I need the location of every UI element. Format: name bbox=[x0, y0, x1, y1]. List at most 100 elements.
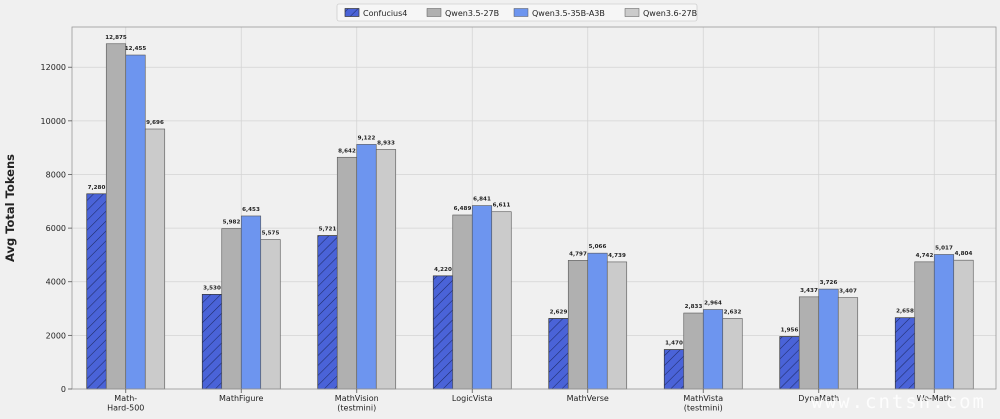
data-label-3-1: 5,575 bbox=[262, 231, 280, 237]
bar-hatch-0-1 bbox=[201, 294, 223, 390]
legend-swatch-hatch-0 bbox=[344, 8, 360, 17]
x-tick-label-line: DynaMath bbox=[798, 394, 839, 403]
x-tick-label-line: We-Math bbox=[917, 394, 952, 403]
x-tick-label-line: Math- bbox=[114, 394, 137, 403]
bar-hatch-0-4 bbox=[548, 318, 569, 390]
bar-hatch-0-5 bbox=[663, 349, 685, 390]
data-label-0-3: 4,220 bbox=[434, 267, 452, 273]
data-label-0-2: 5,721 bbox=[319, 227, 337, 233]
y-tick-label: 10000 bbox=[41, 117, 66, 126]
bar-2-7 bbox=[933, 254, 955, 390]
bar-2-4 bbox=[587, 252, 608, 390]
data-label-0-1: 3,530 bbox=[203, 285, 221, 291]
bar-1-2 bbox=[336, 156, 358, 390]
legend-swatch-3 bbox=[624, 8, 640, 17]
legend-label-1: Qwen3.5-27B bbox=[445, 9, 499, 18]
data-label-3-0: 9,696 bbox=[146, 120, 164, 126]
data-label-1-7: 4,742 bbox=[916, 253, 934, 259]
y-tick-label: 12000 bbox=[41, 63, 66, 72]
data-label-1-4: 4,797 bbox=[569, 251, 587, 257]
data-label-1-3: 6,489 bbox=[454, 206, 472, 212]
data-label-1-6: 3,437 bbox=[800, 288, 818, 294]
data-label-1-0: 12,875 bbox=[105, 35, 127, 41]
x-tick-label: Math-Hard-500 bbox=[107, 394, 144, 413]
bar-3-2 bbox=[375, 149, 397, 390]
bar-hatch-0-6 bbox=[779, 336, 800, 390]
plot-frame bbox=[71, 26, 997, 390]
bar-2-0 bbox=[125, 54, 146, 390]
data-label-3-5: 2,632 bbox=[724, 309, 742, 315]
bar-hatch-0-7 bbox=[894, 317, 916, 390]
y-axis-label: Avg Total Tokens bbox=[3, 154, 17, 262]
watermark: www.cntsh.com bbox=[811, 391, 986, 413]
data-label-3-3: 6,611 bbox=[493, 203, 511, 209]
x-tick-label: We-Math bbox=[917, 394, 952, 403]
y-tick-label: 4000 bbox=[46, 278, 66, 287]
bar-hatch-0-2 bbox=[317, 235, 338, 390]
data-label-2-1: 6,453 bbox=[242, 207, 260, 213]
bar-3-7 bbox=[953, 259, 974, 390]
data-label-0-6: 1,956 bbox=[781, 328, 799, 334]
bar-3-3 bbox=[491, 211, 512, 390]
x-tick-label: MathFigure bbox=[219, 394, 264, 403]
data-label-3-4: 4,739 bbox=[608, 253, 626, 259]
bar-3-4 bbox=[606, 261, 628, 390]
x-tick-label-line: MathFigure bbox=[219, 394, 264, 403]
data-label-3-7: 4,804 bbox=[955, 251, 973, 257]
bar-3-6 bbox=[837, 297, 859, 390]
data-label-0-7: 2,658 bbox=[896, 309, 914, 315]
bar-hatch-0-0 bbox=[86, 193, 107, 390]
data-label-2-7: 5,017 bbox=[935, 245, 953, 251]
legend-label-0: Confucius4 bbox=[363, 9, 407, 18]
x-tick-label: LogicVista bbox=[452, 394, 493, 403]
legend: Confucius4 Qwen3.5-27B Qwen3.5-35B-A3B Qwen… bbox=[336, 3, 698, 22]
bar-1-1 bbox=[221, 228, 242, 390]
data-label-0-0: 7,280 bbox=[88, 185, 106, 191]
bar-2-2 bbox=[356, 144, 377, 390]
bar-hatch-0-3 bbox=[432, 275, 454, 390]
bar-2-3 bbox=[471, 205, 493, 390]
data-label-0-5: 1,470 bbox=[665, 341, 683, 347]
bar-3-5 bbox=[722, 318, 743, 390]
bar-1-5 bbox=[683, 312, 704, 390]
bar-1-3 bbox=[452, 214, 473, 390]
x-tick-label-line: MathVision bbox=[335, 394, 379, 403]
data-label-2-0: 12,455 bbox=[125, 46, 147, 52]
data-label-0-4: 2,629 bbox=[550, 310, 568, 316]
y-tick-label: 2000 bbox=[46, 331, 66, 340]
x-tick-label-line: (testmini) bbox=[337, 404, 376, 413]
data-label-1-5: 2,833 bbox=[685, 304, 703, 310]
data-label-2-4: 5,066 bbox=[589, 244, 607, 250]
x-tick-label-line: MathVista bbox=[683, 394, 723, 403]
data-label-2-2: 9,122 bbox=[358, 135, 376, 141]
x-tick-label: MathVerse bbox=[567, 394, 609, 403]
x-tick-label-line: (testmini) bbox=[684, 404, 723, 413]
data-label-2-5: 2,964 bbox=[704, 301, 722, 307]
x-tick-label: MathVision (testmini) bbox=[335, 394, 379, 413]
x-tick-label-line: MathVerse bbox=[567, 394, 609, 403]
bar-1-4 bbox=[567, 260, 589, 390]
x-tick-label: MathVista (testmini) bbox=[683, 394, 723, 413]
x-tick-label: DynaMath bbox=[798, 394, 839, 403]
bar-2-5 bbox=[702, 309, 724, 390]
legend-label-2: Qwen3.5-35B-A3B bbox=[532, 9, 605, 18]
y-tick-label: 6000 bbox=[46, 224, 66, 233]
legend-swatch-2 bbox=[513, 8, 529, 17]
bar-2-6 bbox=[818, 288, 839, 390]
data-label-2-6: 3,726 bbox=[820, 280, 838, 286]
bar-3-1 bbox=[260, 239, 281, 390]
y-tick-label: 0 bbox=[61, 385, 66, 394]
legend-swatch-1 bbox=[426, 8, 442, 17]
y-tick-label: 8000 bbox=[46, 170, 66, 179]
data-label-2-3: 6,841 bbox=[473, 197, 491, 203]
data-label-3-6: 3,407 bbox=[839, 289, 857, 295]
bar-2-1 bbox=[240, 215, 262, 390]
data-label-3-2: 8,933 bbox=[377, 140, 395, 146]
legend-label-3: Qwen3.6-27B bbox=[643, 9, 697, 18]
x-tick-label-line: LogicVista bbox=[452, 394, 493, 403]
bar-1-0 bbox=[105, 43, 127, 390]
data-label-1-1: 5,982 bbox=[223, 220, 241, 226]
bar-1-6 bbox=[798, 296, 820, 390]
